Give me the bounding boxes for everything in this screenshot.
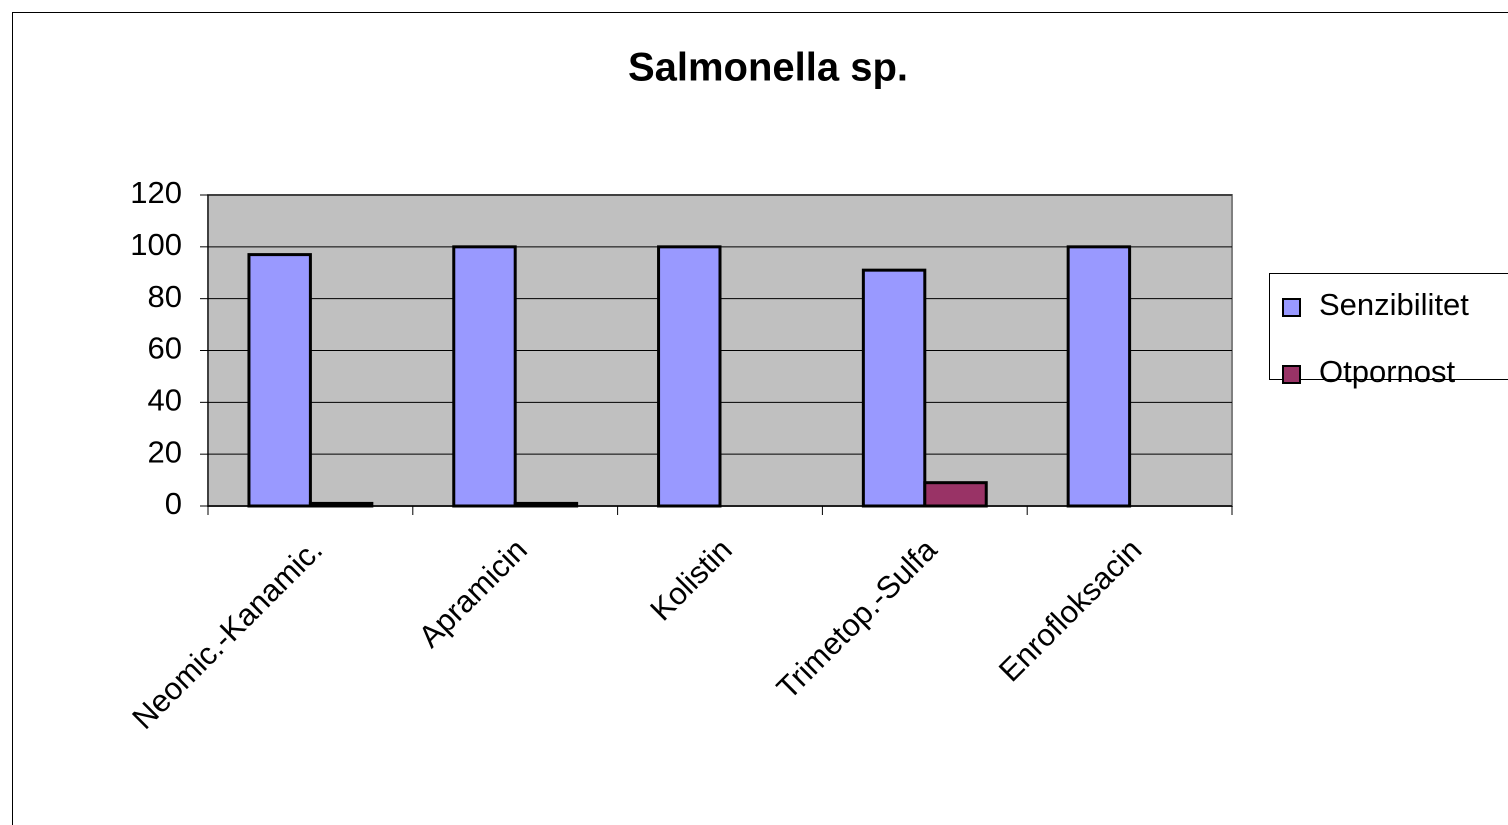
y-tick-label: 80 [148,279,182,314]
bar [923,481,988,508]
y-tick-label: 100 [130,227,182,262]
legend-swatch [1282,298,1301,317]
bar [247,253,312,508]
bar [861,268,927,508]
legend-swatch [1282,365,1301,384]
bar [452,245,517,508]
legend-label: Otpornost [1319,354,1456,389]
legend-label: Senzibilitet [1319,287,1469,322]
y-tick-label: 40 [148,383,182,418]
y-tick-label: 120 [130,175,182,210]
bar [657,245,722,508]
y-tick-label: 0 [165,486,182,521]
y-tick-label: 60 [148,331,182,366]
y-tick-label: 20 [148,434,182,469]
legend [1269,273,1508,380]
bar [1066,245,1132,508]
chart-title: Salmonella sp. [628,46,908,90]
